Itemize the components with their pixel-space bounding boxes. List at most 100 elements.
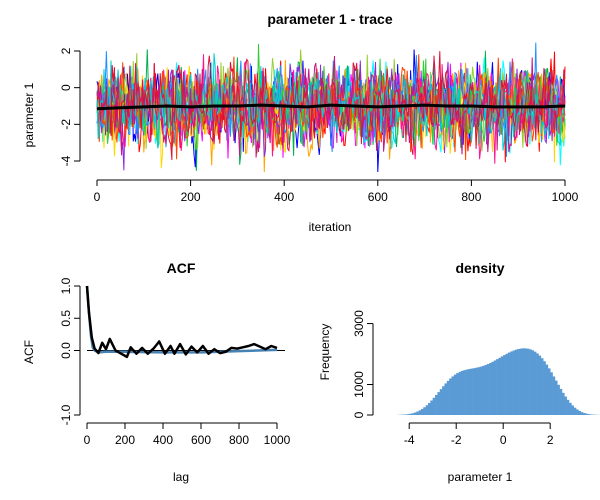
density-y-tick-label: 0 bbox=[352, 411, 366, 418]
density-bar bbox=[425, 405, 429, 415]
density-bar bbox=[456, 373, 459, 415]
density-bar bbox=[475, 367, 478, 415]
density-bar bbox=[491, 361, 495, 415]
density-bar bbox=[524, 348, 527, 415]
density-bar bbox=[467, 369, 471, 415]
density-bar bbox=[550, 372, 553, 415]
acf-x-axis: 0 200 400 600 800 1000 bbox=[84, 422, 291, 447]
density-bar bbox=[463, 370, 466, 415]
density-bar bbox=[578, 411, 582, 415]
density-bar bbox=[543, 361, 546, 415]
density-x-axis: -4 -2 0 2 bbox=[404, 422, 554, 447]
density-bar bbox=[446, 380, 450, 415]
acf-y-label: ACF bbox=[22, 340, 36, 364]
density-bar bbox=[573, 407, 577, 415]
acf-y-tick-label: 0.5 bbox=[59, 310, 73, 327]
trace-y-tick-label: 0 bbox=[59, 84, 73, 91]
acf-x-label: lag bbox=[173, 470, 189, 484]
density-bar bbox=[557, 384, 560, 415]
density-bar bbox=[482, 365, 485, 415]
trace-y-tick-label: 2 bbox=[59, 47, 73, 54]
density-x-tick-label: -2 bbox=[451, 433, 462, 447]
trace-running-mean bbox=[96, 103, 566, 111]
trace-x-axis: 0 200 400 600 800 1000 bbox=[94, 179, 579, 204]
density-bar bbox=[411, 413, 415, 415]
density-bar bbox=[519, 348, 523, 415]
density-bar bbox=[423, 407, 426, 415]
density-bar bbox=[460, 370, 464, 415]
density-bar bbox=[547, 368, 551, 415]
density-bar bbox=[522, 348, 525, 415]
density-bar bbox=[517, 348, 520, 415]
density-bar bbox=[435, 395, 438, 415]
trace-x-tick-label: 0 bbox=[94, 190, 101, 204]
density-bar bbox=[590, 414, 593, 415]
density-y-tick-label: 3000 bbox=[352, 310, 366, 337]
density-bar bbox=[409, 413, 412, 415]
acf-x-tick-label: 0 bbox=[84, 433, 91, 447]
density-bar bbox=[503, 355, 506, 415]
density-bars bbox=[397, 348, 600, 415]
density-bar bbox=[486, 364, 490, 415]
density-bar bbox=[554, 380, 558, 415]
density-bar bbox=[439, 389, 443, 415]
acf-x-tick-label: 800 bbox=[229, 433, 249, 447]
density-bar bbox=[493, 360, 497, 415]
density-bar bbox=[531, 350, 535, 415]
density-bar bbox=[571, 405, 574, 415]
density-bar bbox=[444, 383, 448, 415]
density-bar bbox=[484, 365, 488, 415]
acf-panel: ACF 0 200 400 600 800 1000 -1.00.00.51.0 lag … bbox=[22, 260, 291, 484]
density-bar bbox=[512, 350, 516, 415]
trace-title: parameter 1 - trace bbox=[267, 11, 393, 27]
acf-lines bbox=[85, 285, 278, 359]
density-x-tick-label: 2 bbox=[547, 433, 554, 447]
acf-chains-line bbox=[85, 285, 278, 354]
density-bar bbox=[472, 368, 476, 415]
density-bar bbox=[477, 367, 480, 415]
density-bar bbox=[529, 349, 532, 415]
density-x-label: parameter 1 bbox=[448, 470, 513, 484]
trace-x-tick-label: 400 bbox=[274, 190, 294, 204]
acf-title: ACF bbox=[167, 260, 196, 276]
density-bar bbox=[479, 366, 483, 415]
density-x-tick-label: -4 bbox=[404, 433, 415, 447]
density-bar bbox=[576, 409, 579, 415]
density-bar bbox=[538, 355, 542, 415]
density-bar bbox=[470, 368, 473, 415]
density-bar bbox=[458, 371, 462, 415]
density-bar bbox=[432, 397, 436, 415]
density-bar bbox=[496, 359, 499, 415]
density-bar bbox=[580, 412, 584, 415]
trace-panel: parameter 1 - trace 0 200 400 600 800 1000 -4… bbox=[22, 11, 579, 234]
trace-x-tick-label: 600 bbox=[368, 190, 388, 204]
trace-chain-line bbox=[96, 51, 566, 160]
density-bar bbox=[451, 376, 455, 415]
trace-y-tick-label: -4 bbox=[59, 155, 73, 166]
density-bar bbox=[533, 351, 537, 415]
density-bar bbox=[489, 362, 492, 415]
density-bar bbox=[416, 411, 419, 415]
density-bar bbox=[437, 392, 441, 415]
density-x-tick-label: 0 bbox=[500, 433, 507, 447]
acf-x-tick-label: 200 bbox=[115, 433, 135, 447]
density-bar bbox=[442, 386, 445, 415]
density-bar bbox=[449, 378, 452, 415]
density-bar bbox=[569, 402, 572, 415]
density-bar bbox=[566, 399, 570, 415]
density-bar bbox=[418, 410, 422, 415]
density-bar bbox=[564, 396, 567, 415]
acf-x-tick-label: 1000 bbox=[264, 433, 291, 447]
density-bar bbox=[453, 374, 457, 415]
acf-y-tick-label: 1.0 bbox=[59, 277, 73, 294]
trace-x-tick-label: 200 bbox=[181, 190, 201, 204]
density-bar bbox=[536, 353, 539, 415]
acf-x-tick-label: 600 bbox=[191, 433, 211, 447]
trace-mean-line bbox=[96, 103, 566, 111]
density-panel: density -4 -2 0 2 0 1000 3000 parameter 1 Fre… bbox=[318, 260, 600, 484]
density-bar bbox=[552, 376, 556, 415]
acf-y-axis: -1.0 0.0 0.5 1.0 bbox=[59, 277, 81, 425]
density-bar bbox=[404, 414, 408, 415]
density-bar bbox=[465, 369, 469, 415]
